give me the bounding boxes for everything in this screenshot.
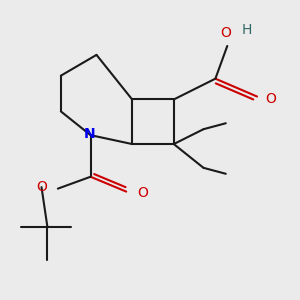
Text: O: O — [137, 186, 148, 200]
Text: N: N — [83, 127, 95, 141]
Text: O: O — [220, 26, 231, 40]
Text: O: O — [36, 180, 47, 194]
Text: O: O — [265, 92, 276, 106]
Text: H: H — [242, 22, 252, 37]
